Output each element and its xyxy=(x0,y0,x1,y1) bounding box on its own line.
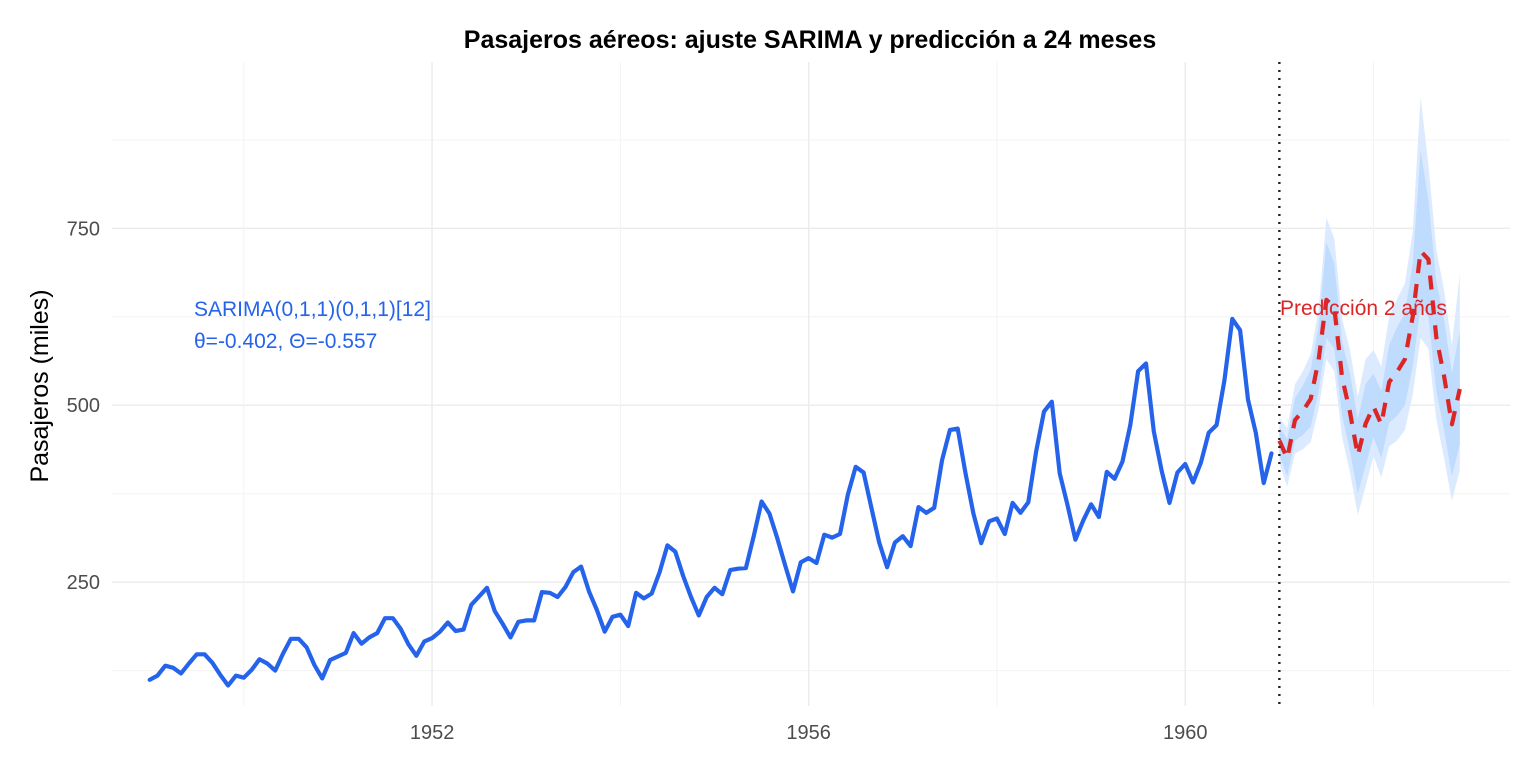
model-annotation-line1: SARIMA(0,1,1)(0,1,1)[12] xyxy=(194,298,431,321)
y-axis-label: Pasajeros (miles) xyxy=(26,289,54,482)
x-tick-label: 1956 xyxy=(786,722,831,744)
prediction-intervals xyxy=(1279,97,1460,515)
x-tick-label: 1952 xyxy=(410,722,455,744)
forecast-series-line xyxy=(1277,248,1462,461)
prediction-band-95 xyxy=(1279,97,1460,515)
series-lines xyxy=(147,248,1462,688)
axis-ticks: 250 500 750 1952 1956 1960 xyxy=(67,218,1208,744)
chart-title: Pasajeros aéreos: ajuste SARIMA y predic… xyxy=(464,26,1156,54)
prediction-band-80 xyxy=(1279,150,1460,494)
y-tick-label: 500 xyxy=(67,395,100,417)
model-annotation-line2: θ=-0.402, Θ=-0.557 xyxy=(194,330,377,353)
x-tick-label: 1960 xyxy=(1163,722,1208,744)
observed-series-line xyxy=(147,316,1274,688)
y-tick-label: 750 xyxy=(67,218,100,240)
forecast-annotation: Predicción 2 años xyxy=(1280,297,1447,320)
y-tick-label: 250 xyxy=(67,572,100,594)
